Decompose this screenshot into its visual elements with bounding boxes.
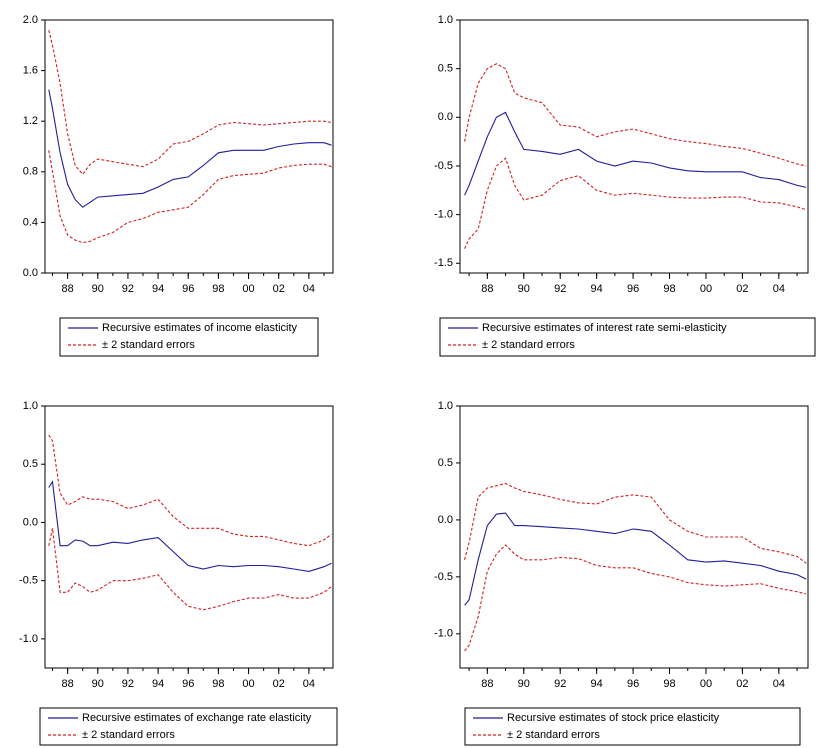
legend [439, 317, 816, 357]
y-tick-label: -0.5 [434, 160, 453, 172]
x-tick-label: 94 [591, 678, 603, 690]
series-line [48, 480, 332, 572]
x-tick-label: 92 [122, 678, 134, 690]
x-tick-label: 92 [554, 283, 566, 295]
y-tick-label: 0.0 [438, 111, 453, 123]
legend-label: ± 2 standard errors [82, 729, 175, 741]
x-tick-label: 00 [700, 678, 712, 690]
x-tick-label: 00 [242, 678, 254, 690]
y-tick-label: -0.5 [434, 571, 453, 583]
y-tick-label: 0.5 [438, 457, 453, 469]
legend-label: ± 2 standard errors [102, 339, 195, 351]
x-tick-label: 96 [182, 283, 194, 295]
y-tick-label: -0.5 [19, 575, 38, 587]
y-tick-label: 0.0 [23, 516, 38, 528]
x-tick-label: 94 [152, 678, 164, 690]
y-tick-label: -1.0 [19, 633, 38, 645]
y-tick-label: 0.0 [438, 514, 453, 526]
error-band-line [464, 63, 807, 167]
panel: 0.0 0.4 0.8 1.2 1.6 2.0 88 90 92 94 96 98 00 02 04 Recu… [23, 14, 334, 357]
legend-label: Recursive estimates of income elasticity [102, 322, 298, 334]
x-tick-label: 98 [212, 283, 224, 295]
panel: -1.5 -1.0 -0.5 0.0 0.5 1.0 88 90 92 94 96 98 00 02 04 R… [434, 14, 816, 357]
x-tick-label: 88 [481, 283, 493, 295]
x-tick-label: 02 [273, 283, 285, 295]
y-tick-label: -1.0 [434, 209, 453, 221]
x-tick-label: 04 [773, 283, 785, 295]
legend-label: ± 2 standard errors [507, 729, 600, 741]
panel: -1.0 -0.5 0.0 0.5 1.0 88 90 92 94 96 98 00 02 04 Recur… [19, 400, 338, 746]
y-tick-label: 1.0 [438, 14, 453, 26]
legend-label: Recursive estimates of exchange rate ela… [82, 712, 312, 724]
x-tick-label: 00 [242, 283, 254, 295]
x-tick-label: 90 [92, 283, 104, 295]
series-line [48, 89, 332, 208]
error-band-line [48, 434, 332, 547]
y-tick-label: 1.6 [23, 65, 38, 77]
y-tick-label: -1.5 [434, 257, 453, 269]
error-band-line [464, 482, 807, 564]
plot-frame [44, 405, 334, 669]
x-tick-label: 90 [92, 678, 104, 690]
error-band-line [464, 157, 807, 249]
y-tick-label: 0.5 [23, 458, 38, 470]
series-line [464, 512, 807, 606]
error-band-line [464, 544, 807, 652]
y-tick-label: 1.0 [23, 400, 38, 412]
y-tick-label: -1.0 [434, 628, 453, 640]
error-band-line [48, 150, 332, 244]
x-tick-label: 02 [273, 678, 285, 690]
x-tick-label: 88 [481, 678, 493, 690]
x-tick-label: 02 [736, 283, 748, 295]
y-tick-label: 0.8 [23, 166, 38, 178]
legend-label: Recursive estimates of stock price elast… [507, 712, 720, 724]
x-tick-label: 04 [303, 283, 315, 295]
y-tick-label: 0.0 [23, 267, 38, 279]
error-band-line [48, 29, 332, 176]
x-tick-label: 04 [303, 678, 315, 690]
x-tick-label: 00 [700, 283, 712, 295]
plot-frame [459, 405, 809, 669]
x-tick-label: 98 [663, 283, 675, 295]
plot-frame [459, 19, 809, 274]
y-tick-label: 2.0 [23, 14, 38, 26]
y-tick-label: 0.4 [23, 216, 38, 228]
x-tick-label: 04 [773, 678, 785, 690]
x-tick-label: 98 [212, 678, 224, 690]
x-tick-label: 88 [61, 283, 73, 295]
x-tick-label: 92 [122, 283, 134, 295]
y-tick-label: 1.2 [23, 115, 38, 127]
x-tick-label: 96 [182, 678, 194, 690]
legend-label: ± 2 standard errors [482, 339, 575, 351]
x-tick-label: 88 [61, 678, 73, 690]
x-tick-label: 92 [554, 678, 566, 690]
x-tick-label: 02 [736, 678, 748, 690]
legend-label: Recursive estimates of interest rate sem… [482, 322, 727, 334]
x-tick-label: 90 [518, 283, 530, 295]
legend [59, 317, 319, 357]
legend [464, 707, 801, 746]
x-tick-label: 94 [591, 283, 603, 295]
x-tick-label: 98 [663, 678, 675, 690]
x-tick-label: 96 [627, 678, 639, 690]
series-line [464, 111, 807, 196]
legend [39, 707, 338, 746]
x-tick-label: 96 [627, 283, 639, 295]
plot-frame [44, 19, 334, 274]
x-tick-label: 90 [518, 678, 530, 690]
error-band-line [48, 528, 332, 611]
panel: -1.0 -0.5 0.0 0.5 1.0 88 90 92 94 96 98 00 02 04 Recur… [434, 400, 809, 746]
y-tick-label: 0.5 [438, 63, 453, 75]
y-tick-label: 1.0 [438, 400, 453, 412]
x-tick-label: 94 [152, 283, 164, 295]
